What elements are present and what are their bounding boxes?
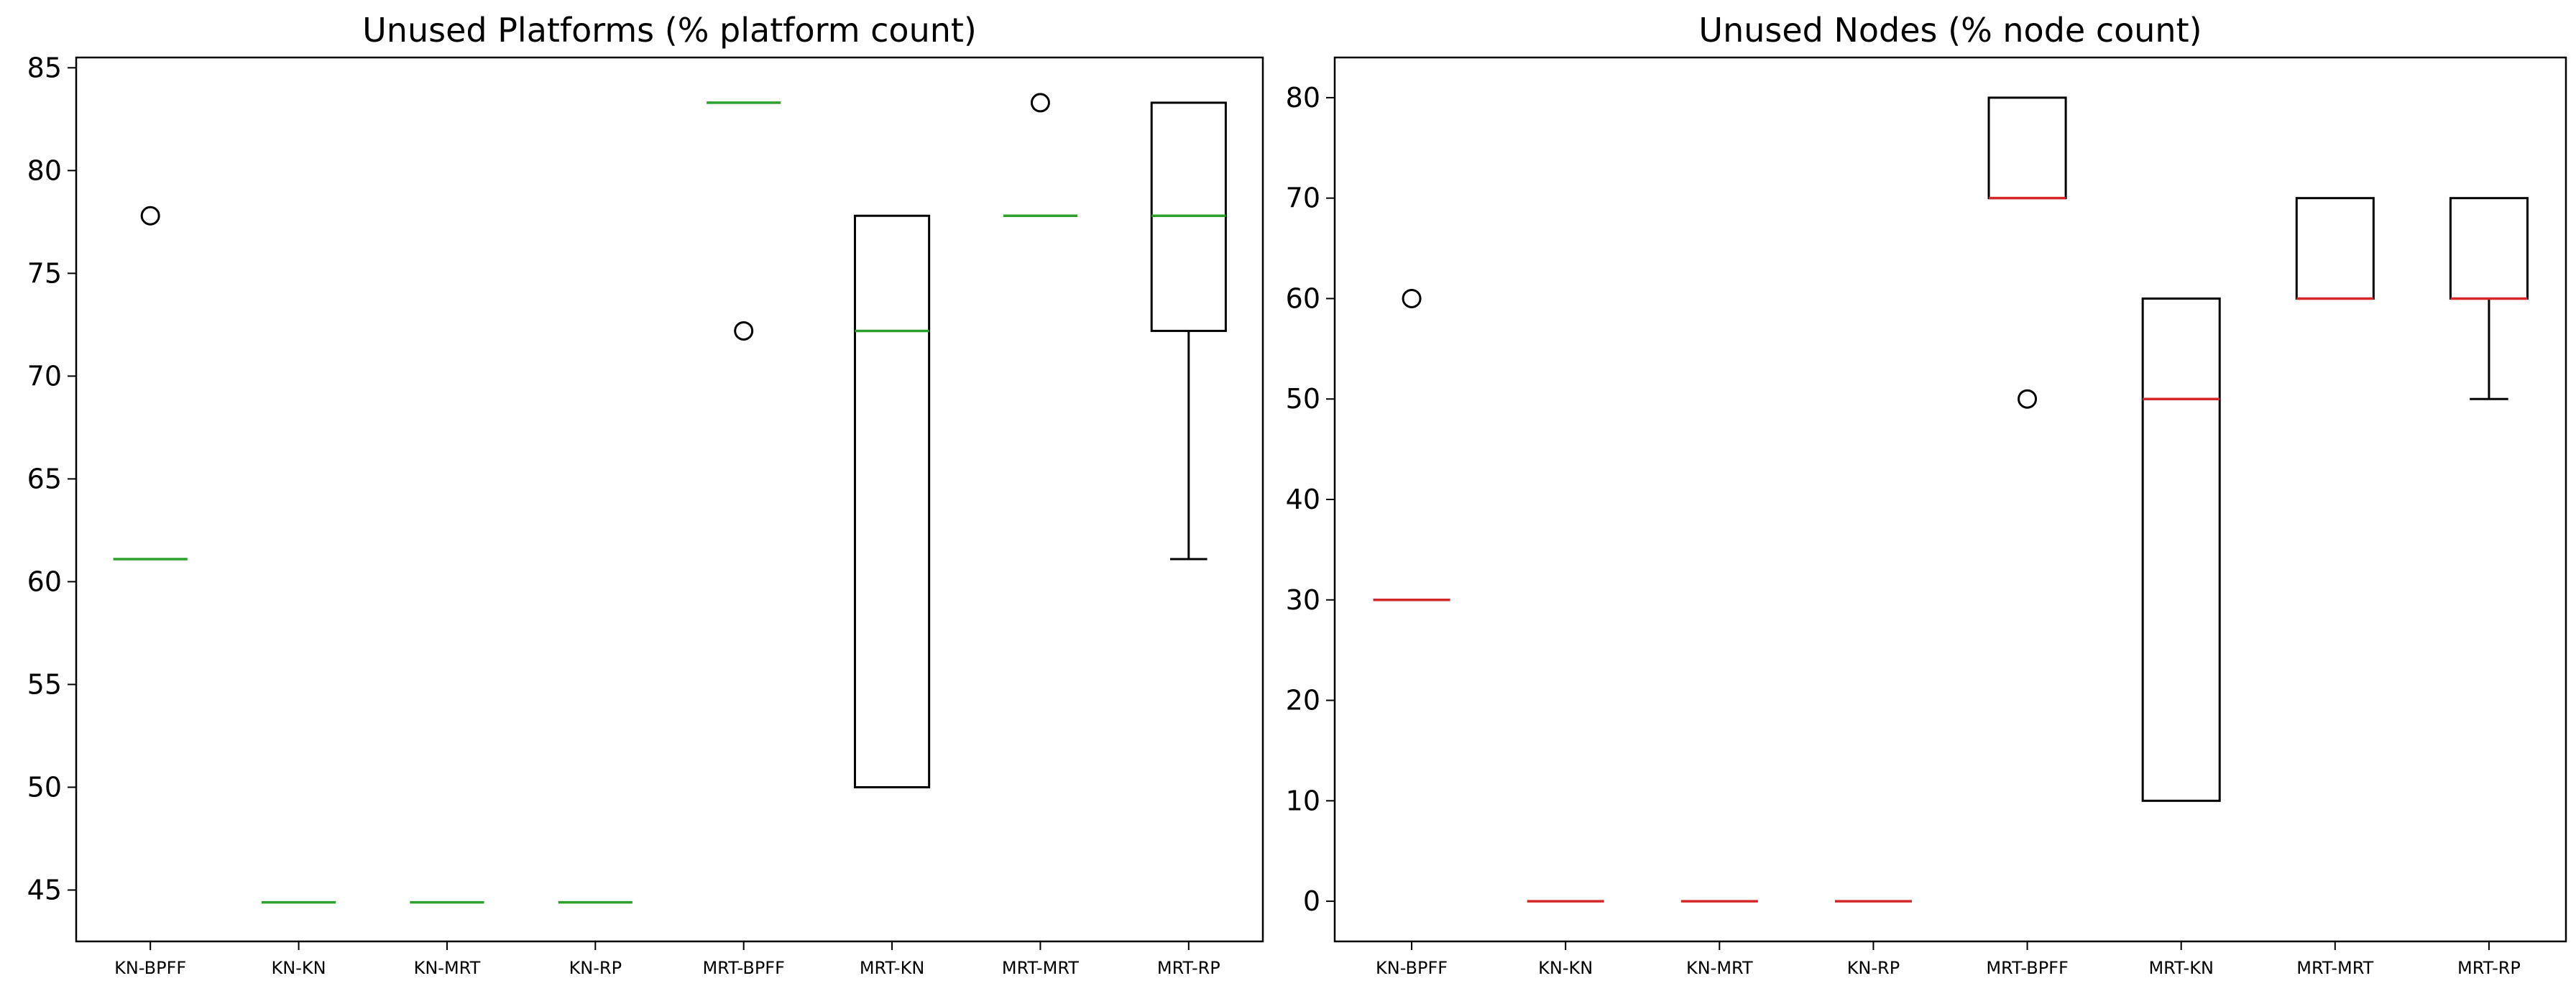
y-tick-label: 50 bbox=[1286, 383, 1320, 415]
box-MRT-KN bbox=[853, 214, 931, 788]
y-tick-label: 60 bbox=[27, 566, 62, 597]
box-MRT-MRT bbox=[2295, 197, 2375, 300]
box-MRT-RP bbox=[1150, 101, 1227, 561]
y-tick-label: 55 bbox=[27, 668, 62, 700]
x-tick-label: MRT-RP bbox=[1157, 958, 1220, 978]
box-iqr bbox=[2141, 297, 2221, 802]
chart-title: Unused Platforms (% platform count) bbox=[362, 11, 977, 50]
x-tick-label: KN-KN bbox=[1538, 958, 1593, 978]
y-tick-label: 70 bbox=[1286, 183, 1320, 214]
x-tick-label: MRT-BPFF bbox=[702, 958, 784, 978]
x-tick-label: MRT-MRT bbox=[2296, 958, 2373, 978]
y-tick-label: 80 bbox=[27, 155, 62, 186]
axes-frame bbox=[75, 56, 1264, 943]
x-tick-label: KN-MRT bbox=[414, 958, 481, 978]
x-tick-label: KN-RP bbox=[569, 958, 622, 978]
x-tick-label: MRT-KN bbox=[2148, 958, 2213, 978]
y-tick-label: 45 bbox=[27, 874, 62, 905]
flier-point bbox=[140, 206, 160, 226]
box-iqr bbox=[1987, 96, 2067, 200]
y-tick-label: 65 bbox=[27, 463, 62, 494]
box-iqr bbox=[2449, 197, 2529, 300]
x-tick-label: MRT-BPFF bbox=[1986, 958, 2068, 978]
flier-point bbox=[1402, 288, 1422, 308]
box-MRT-KN bbox=[2141, 297, 2221, 802]
flier-point bbox=[2018, 389, 2038, 409]
x-tick-label: MRT-KN bbox=[860, 958, 924, 978]
y-tick-label: 0 bbox=[1303, 885, 1320, 917]
box-MRT-RP bbox=[2449, 197, 2529, 400]
chart-title: Unused Nodes (% node count) bbox=[1698, 11, 2202, 50]
axes-frame bbox=[1333, 56, 2567, 943]
box-MRT-BPFF bbox=[1987, 96, 2067, 409]
box-KN-BPFF bbox=[1373, 288, 1450, 601]
flier-point bbox=[1030, 93, 1050, 113]
y-tick-label: 30 bbox=[1286, 584, 1320, 616]
x-tick-label: MRT-RP bbox=[2457, 958, 2521, 978]
flier-point bbox=[734, 321, 754, 341]
x-tick-label: KN-BPFF bbox=[114, 958, 186, 978]
box-MRT-BPFF bbox=[707, 101, 781, 341]
x-tick-label: MRT-MRT bbox=[1002, 958, 1079, 978]
y-tick-label: 10 bbox=[1286, 785, 1320, 816]
y-tick-label: 80 bbox=[1286, 82, 1320, 114]
y-tick-label: 60 bbox=[1286, 282, 1320, 314]
y-tick-label: 75 bbox=[27, 257, 62, 289]
y-tick-label: 50 bbox=[27, 771, 62, 803]
box-iqr bbox=[853, 214, 931, 788]
x-tick-label: KN-KN bbox=[272, 958, 326, 978]
chart-panel-2: Unused Nodes (% node count) 0 10 20 30 40 50 60… bbox=[1286, 11, 2567, 978]
y-tick-label: 40 bbox=[1286, 484, 1320, 515]
chart-panel-1: Unused Platforms (% platform count) 45 50 5… bbox=[27, 11, 1264, 978]
x-tick-label: KN-BPFF bbox=[1376, 958, 1448, 978]
box-MRT-MRT bbox=[1003, 93, 1078, 218]
y-tick-label: 85 bbox=[27, 52, 62, 83]
box-KN-BPFF bbox=[113, 206, 188, 561]
y-tick-label: 70 bbox=[27, 360, 62, 392]
x-tick-label: KN-MRT bbox=[1686, 958, 1753, 978]
x-tick-label: KN-RP bbox=[1847, 958, 1900, 978]
y-tick-label: 20 bbox=[1286, 685, 1320, 716]
box-iqr bbox=[2295, 197, 2375, 300]
